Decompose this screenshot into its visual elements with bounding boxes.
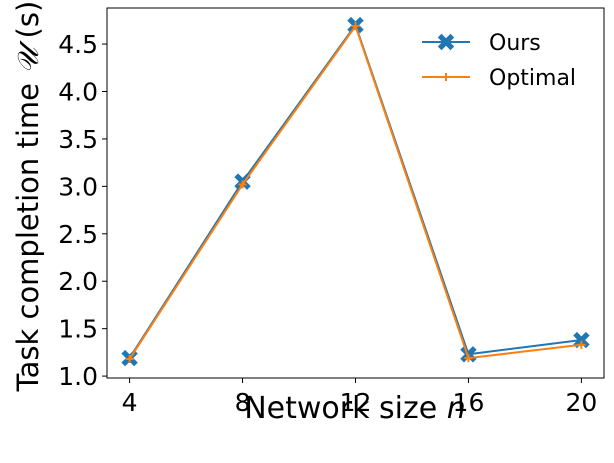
x-tick-label: 20 [566, 388, 598, 417]
data-point-optimal [351, 22, 360, 31]
y-tick-label: 1.0 [58, 362, 98, 391]
y-tick-label: 2.5 [58, 220, 98, 249]
legend-label-optimal: Optimal [489, 66, 576, 91]
plot-area [106, 7, 605, 379]
legend-label-ours: Ours [489, 31, 541, 56]
legend: Ours Optimal [422, 31, 576, 91]
x-tick-label: 4 [122, 388, 138, 417]
x-axis-label: Network size n [244, 391, 466, 426]
x-tick-label: 8 [235, 388, 251, 417]
y-tick-label: 2.0 [58, 267, 98, 296]
legend-marker-optimal [442, 73, 450, 81]
data-point-optimal [125, 355, 134, 364]
y-tick-label: 1.5 [58, 315, 98, 344]
x-tick-label: 12 [340, 388, 372, 417]
legend-marker-ours [437, 33, 455, 51]
y-axis-label: Task completion time 𝒰 (s) [11, 1, 45, 393]
series-layer [121, 16, 590, 367]
data-point-optimal [238, 180, 247, 189]
data-point-optimal [577, 340, 586, 349]
y-tick-label: 3.5 [58, 125, 98, 154]
y-tick-label: 4.0 [58, 77, 98, 106]
data-point-optimal [464, 354, 473, 363]
y-axis-ticks: 1.0 1.5 2.0 2.5 3.0 3.5 4.0 4.5 [58, 30, 107, 391]
x-tick-label: 16 [453, 388, 485, 417]
x-axis-ticks: 4 8 12 16 20 [122, 378, 598, 417]
y-tick-label: 3.0 [58, 172, 98, 201]
y-tick-label: 4.5 [58, 30, 98, 59]
